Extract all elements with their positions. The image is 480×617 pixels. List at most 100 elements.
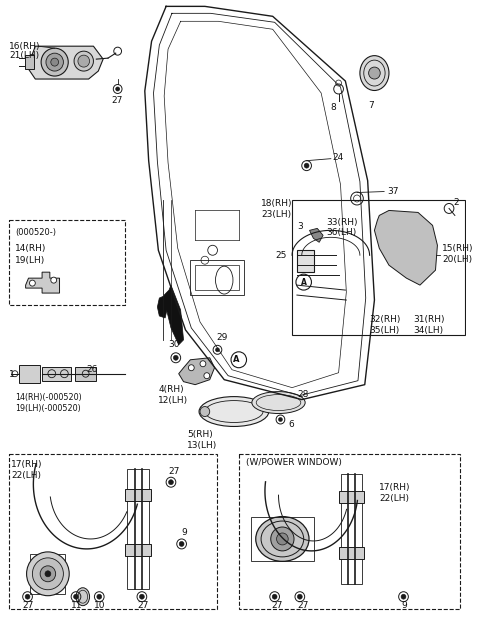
Text: (W/POWER WINDOW): (W/POWER WINDOW) (246, 458, 341, 467)
Text: 16(RH): 16(RH) (9, 42, 41, 51)
Text: 12(LH): 12(LH) (158, 396, 189, 405)
Text: 4(RH): 4(RH) (158, 385, 184, 394)
Polygon shape (374, 210, 437, 285)
Bar (195, 265, 239, 290)
Polygon shape (310, 228, 323, 242)
Polygon shape (157, 295, 168, 318)
Circle shape (168, 480, 173, 485)
Circle shape (304, 163, 309, 168)
Bar (338, 491, 364, 503)
Text: 34(LH): 34(LH) (413, 326, 444, 336)
Text: 25: 25 (276, 251, 287, 260)
Circle shape (40, 566, 56, 582)
Ellipse shape (76, 588, 90, 606)
Circle shape (188, 365, 194, 371)
Text: 15(RH): 15(RH) (442, 244, 474, 253)
Text: 5(RH): 5(RH) (187, 430, 213, 439)
Bar (239, 454, 460, 608)
Text: 21(LH): 21(LH) (9, 51, 39, 60)
Bar (9, 454, 217, 608)
Circle shape (276, 533, 288, 545)
Text: 14(RH): 14(RH) (15, 244, 47, 253)
Text: 10: 10 (95, 601, 106, 610)
Circle shape (216, 348, 219, 352)
Text: 28: 28 (297, 390, 308, 399)
Circle shape (298, 594, 302, 599)
Circle shape (271, 527, 294, 551)
Text: 9: 9 (402, 601, 408, 610)
Circle shape (369, 67, 380, 79)
Bar (252, 517, 314, 561)
Circle shape (179, 542, 184, 547)
Text: 32(RH): 32(RH) (370, 315, 401, 325)
Text: 23(LH): 23(LH) (261, 210, 291, 219)
Text: A: A (233, 355, 239, 364)
Circle shape (51, 58, 59, 66)
Text: 35(LH): 35(LH) (370, 326, 400, 336)
Circle shape (45, 571, 51, 577)
Bar (127, 470, 149, 589)
Text: 26: 26 (87, 365, 98, 375)
Circle shape (32, 558, 63, 590)
Circle shape (401, 594, 406, 599)
Circle shape (140, 594, 144, 599)
Circle shape (97, 594, 102, 599)
Bar (297, 251, 314, 272)
Bar (9, 220, 125, 305)
Text: 19(LH): 19(LH) (15, 255, 45, 265)
Polygon shape (164, 285, 183, 345)
Text: A: A (301, 278, 307, 287)
Text: 30: 30 (168, 341, 180, 349)
Text: (000520-): (000520-) (15, 228, 56, 237)
Bar (125, 489, 151, 501)
Text: 27: 27 (168, 467, 180, 476)
Bar (191, 260, 244, 295)
Bar (292, 201, 465, 335)
Text: 24: 24 (333, 153, 344, 162)
Circle shape (26, 552, 69, 595)
Text: 17(RH): 17(RH) (11, 460, 43, 469)
Polygon shape (28, 46, 103, 79)
Circle shape (116, 87, 120, 91)
Bar (75, 366, 96, 381)
Text: 22(LH): 22(LH) (11, 471, 41, 480)
Text: 31(RH): 31(RH) (413, 315, 444, 325)
Circle shape (74, 51, 94, 71)
Circle shape (272, 594, 277, 599)
Circle shape (204, 373, 210, 379)
Circle shape (200, 361, 206, 366)
Text: 1: 1 (9, 370, 15, 379)
Text: 22(LH): 22(LH) (379, 494, 409, 503)
Text: 9: 9 (181, 529, 187, 537)
Bar (30, 554, 65, 594)
Circle shape (78, 55, 90, 67)
Circle shape (25, 594, 30, 599)
Text: 6: 6 (288, 420, 294, 429)
Ellipse shape (252, 392, 305, 413)
Text: 27: 27 (23, 601, 34, 610)
Text: 20(LH): 20(LH) (442, 255, 472, 263)
Text: 8: 8 (331, 104, 336, 112)
Ellipse shape (256, 516, 309, 561)
Circle shape (46, 53, 63, 71)
Text: 11: 11 (71, 601, 83, 610)
Text: 27: 27 (112, 96, 123, 106)
Bar (42, 366, 71, 381)
Circle shape (173, 355, 178, 360)
Bar (24, 55, 35, 69)
Bar (338, 547, 364, 559)
Text: 37: 37 (387, 187, 398, 196)
Text: 33(RH): 33(RH) (326, 218, 358, 227)
Text: 3: 3 (297, 222, 303, 231)
Text: 18(RH): 18(RH) (261, 199, 293, 208)
Bar (19, 365, 40, 383)
Circle shape (200, 407, 210, 416)
Text: 7: 7 (369, 101, 374, 110)
Text: 27: 27 (272, 601, 283, 610)
Text: 19(LH)(-000520): 19(LH)(-000520) (15, 404, 81, 413)
Text: 36(LH): 36(LH) (326, 228, 356, 237)
Text: 13(LH): 13(LH) (187, 441, 217, 450)
Polygon shape (179, 358, 215, 384)
Text: 27: 27 (297, 601, 308, 610)
Bar (340, 474, 362, 584)
